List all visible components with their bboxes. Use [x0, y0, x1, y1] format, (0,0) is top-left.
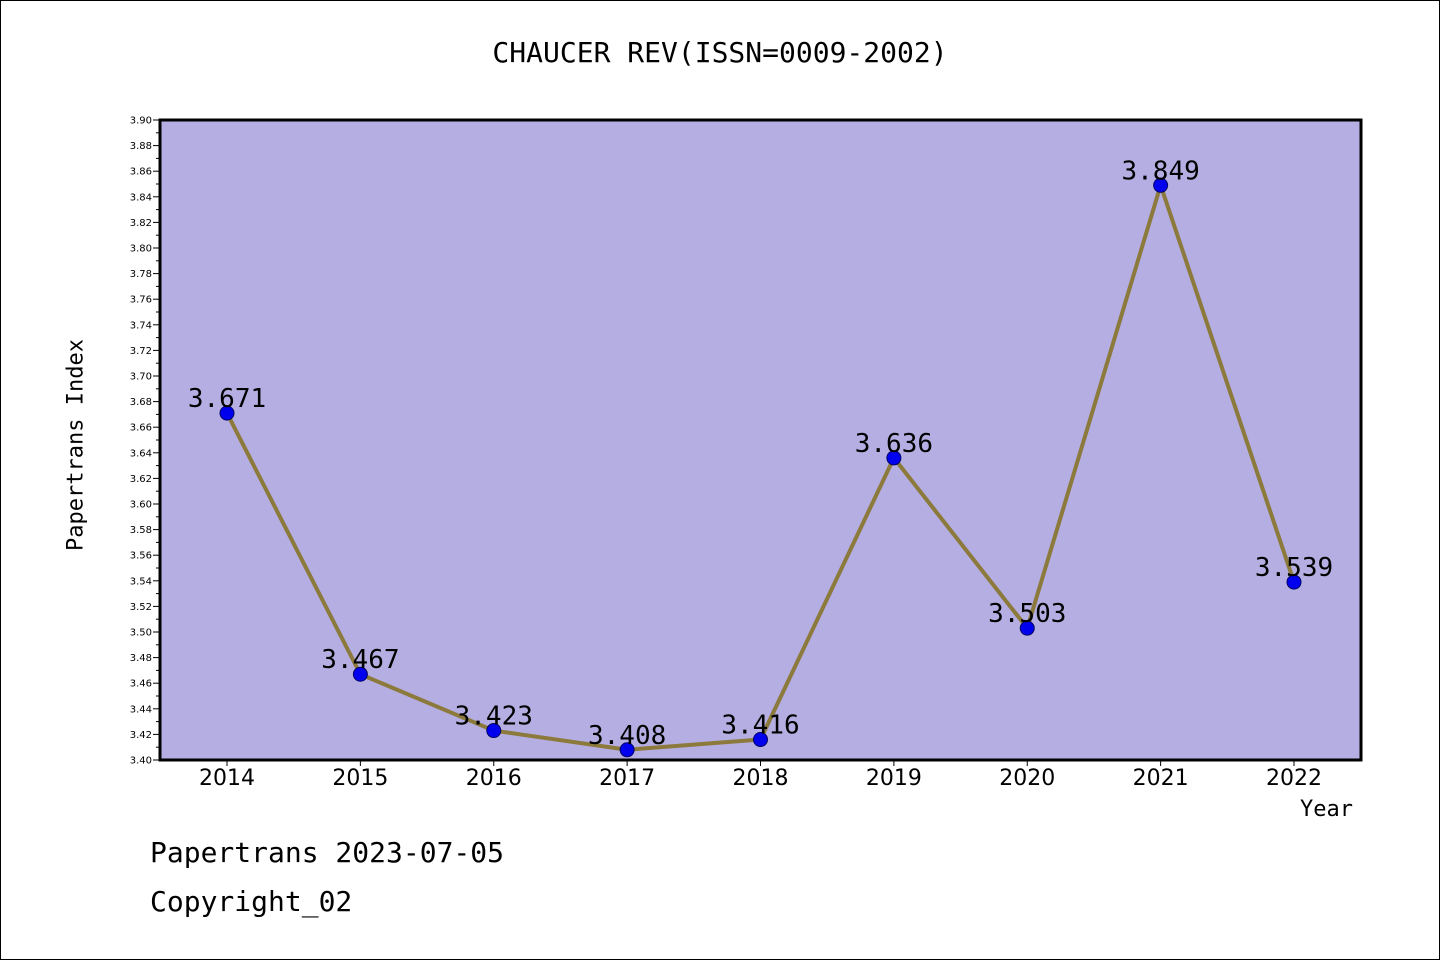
data-label: 3.849: [1121, 156, 1199, 186]
x-tick-label: 2014: [199, 766, 255, 791]
data-label: 3.671: [188, 384, 266, 414]
data-label: 3.539: [1255, 553, 1333, 583]
y-tick-label: 3.42: [130, 730, 152, 741]
y-tick-label: 3.56: [130, 551, 152, 562]
data-point: [619, 742, 635, 758]
x-tick-label: 2015: [332, 766, 388, 791]
x-tick-label: 2016: [466, 766, 522, 791]
data-label: 3.636: [855, 429, 933, 459]
plot-area: [158, 118, 1363, 762]
footer-date: Papertrans 2023-07-05: [150, 836, 505, 869]
x-axis-label: Year: [1300, 797, 1353, 822]
y-tick-label: 3.46: [130, 679, 152, 690]
y-tick-label: 3.40: [130, 756, 152, 767]
data-point: [486, 723, 502, 739]
data-label: 3.416: [721, 711, 799, 741]
data-point: [886, 450, 902, 466]
footer-copyright: Copyright_02: [150, 885, 353, 918]
y-tick-label: 3.88: [130, 141, 152, 152]
y-tick-label: 3.50: [130, 628, 152, 639]
x-tick-label: 2019: [866, 766, 922, 791]
chart-title: CHAUCER REV(ISSN=0009-2002): [492, 36, 948, 69]
y-tick-label: 3.76: [130, 295, 152, 306]
y-tick-label: 3.70: [130, 372, 152, 383]
x-tick-label: 2022: [1266, 766, 1322, 791]
x-tick-label: 2020: [999, 766, 1055, 791]
y-tick-label: 3.52: [130, 602, 152, 613]
data-point: [753, 732, 768, 748]
data-label: 3.423: [455, 702, 533, 732]
y-tick-label: 3.44: [130, 704, 152, 715]
x-tick-label: 2021: [1133, 766, 1189, 791]
x-tick-label: 2017: [599, 766, 655, 791]
y-tick-label: 3.84: [130, 192, 152, 203]
y-tick-label: 3.72: [130, 346, 152, 357]
y-tick-label: 3.82: [130, 218, 152, 229]
y-tick-label: 3.62: [130, 474, 152, 485]
data-label: 3.408: [588, 721, 666, 751]
data-point: [1019, 620, 1035, 636]
y-tick-label: 3.64: [130, 448, 152, 459]
y-tick-label: 3.60: [130, 500, 152, 511]
y-tick-label: 3.66: [130, 423, 152, 434]
y-tick-label: 3.58: [130, 525, 152, 536]
x-tick-label: 2018: [733, 766, 789, 791]
data-point: [352, 666, 368, 682]
y-tick-label: 3.48: [130, 653, 152, 664]
data-label: 3.467: [321, 645, 399, 675]
y-tick-label: 3.90: [130, 116, 152, 127]
data-label: 3.503: [988, 599, 1066, 629]
y-tick-label: 3.54: [130, 576, 152, 587]
data-point: [1286, 574, 1302, 590]
data-point: [219, 405, 235, 421]
y-tick-label: 3.74: [130, 320, 152, 331]
y-tick-label: 3.80: [130, 244, 152, 255]
y-tick-label: 3.78: [130, 269, 152, 280]
y-tick-label: 3.86: [130, 167, 152, 178]
y-tick-label: 3.68: [130, 397, 152, 408]
data-point: [1153, 177, 1169, 193]
